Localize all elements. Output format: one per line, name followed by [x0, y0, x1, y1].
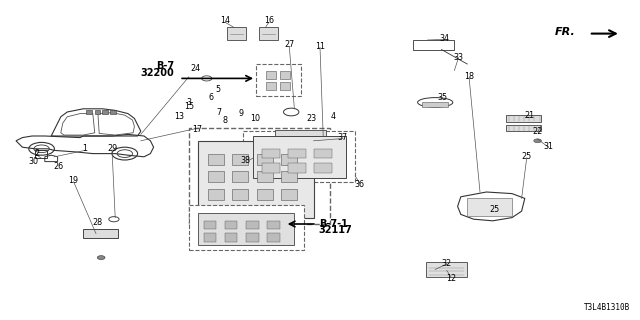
Text: 22: 22	[532, 127, 543, 136]
Text: 5: 5	[215, 85, 220, 94]
Bar	[257, 171, 273, 182]
Text: T3L4B1310B: T3L4B1310B	[584, 303, 630, 312]
Text: 7: 7	[216, 108, 221, 116]
Bar	[280, 71, 290, 79]
Text: 21: 21	[525, 111, 535, 120]
Text: 9: 9	[239, 109, 244, 118]
Bar	[253, 136, 346, 178]
Bar	[86, 110, 92, 114]
Bar	[314, 149, 332, 158]
Text: 12: 12	[446, 274, 456, 283]
Text: 18: 18	[464, 72, 474, 81]
Bar	[281, 189, 297, 200]
Text: B-7: B-7	[156, 61, 174, 71]
Circle shape	[534, 139, 541, 143]
Text: FR.: FR.	[556, 27, 576, 37]
Bar	[95, 110, 100, 114]
Text: 19: 19	[68, 176, 79, 185]
Text: 34: 34	[440, 34, 450, 43]
Text: 36: 36	[355, 180, 365, 188]
Bar	[288, 163, 306, 173]
Text: 11: 11	[315, 42, 325, 51]
Bar	[413, 40, 454, 50]
Bar	[110, 110, 116, 114]
Text: 16: 16	[264, 16, 274, 25]
Text: 23: 23	[306, 114, 316, 123]
Text: 38: 38	[240, 156, 250, 165]
Text: B-7-1: B-7-1	[319, 219, 348, 229]
Text: 4: 4	[330, 112, 335, 121]
Text: 6: 6	[209, 93, 214, 102]
Bar	[267, 221, 280, 229]
Text: 8: 8	[223, 116, 228, 124]
Bar	[225, 233, 237, 242]
Bar	[267, 233, 280, 242]
Text: 10: 10	[250, 114, 260, 123]
Bar	[314, 163, 332, 173]
Bar	[232, 154, 248, 165]
Bar	[266, 82, 276, 90]
Text: 28: 28	[93, 218, 103, 227]
Bar	[246, 221, 259, 229]
Text: 25: 25	[522, 152, 532, 161]
Bar	[208, 189, 224, 200]
Bar	[102, 110, 108, 114]
Text: 32117: 32117	[319, 225, 353, 235]
Text: 32200: 32200	[140, 68, 174, 78]
Bar	[259, 27, 278, 40]
Bar	[232, 171, 248, 182]
Bar	[422, 102, 448, 107]
Bar	[198, 141, 314, 218]
FancyBboxPatch shape	[189, 205, 304, 250]
Text: 13: 13	[174, 112, 184, 121]
Text: 32: 32	[442, 259, 452, 268]
Bar	[204, 221, 216, 229]
Bar	[275, 130, 326, 146]
Text: 1: 1	[83, 144, 88, 153]
Bar	[280, 82, 290, 90]
Text: 3: 3	[186, 98, 191, 107]
Bar	[257, 154, 273, 165]
Bar	[281, 154, 297, 165]
Bar	[467, 198, 512, 216]
Bar	[506, 115, 541, 122]
Bar	[227, 27, 246, 40]
FancyBboxPatch shape	[256, 64, 301, 96]
Bar	[208, 154, 224, 165]
Text: 15: 15	[184, 102, 194, 111]
Bar	[426, 262, 467, 277]
Bar	[262, 163, 280, 173]
Bar	[204, 233, 216, 242]
Bar	[246, 233, 259, 242]
FancyBboxPatch shape	[243, 131, 355, 182]
Text: 26: 26	[54, 162, 64, 171]
Text: 17: 17	[192, 125, 202, 134]
Text: 37: 37	[337, 133, 348, 142]
Text: 27: 27	[284, 40, 294, 49]
Bar	[262, 149, 280, 158]
Text: 29: 29	[107, 144, 117, 153]
Bar	[225, 221, 237, 229]
Text: 2: 2	[35, 149, 40, 158]
Bar	[288, 149, 306, 158]
Bar	[198, 213, 294, 245]
Bar	[281, 171, 297, 182]
Bar	[232, 189, 248, 200]
Bar	[266, 71, 276, 79]
Bar	[257, 189, 273, 200]
Text: 14: 14	[220, 16, 230, 25]
Bar	[208, 171, 224, 182]
Text: 24: 24	[190, 64, 200, 73]
Text: 33: 33	[453, 53, 463, 62]
Text: 30: 30	[28, 157, 38, 166]
Text: 31: 31	[543, 142, 554, 151]
FancyBboxPatch shape	[189, 128, 330, 224]
Text: 35: 35	[438, 93, 448, 102]
Bar	[83, 229, 118, 238]
Circle shape	[97, 256, 105, 260]
Bar	[35, 150, 47, 158]
Bar	[506, 125, 541, 131]
Text: 25: 25	[490, 205, 500, 214]
